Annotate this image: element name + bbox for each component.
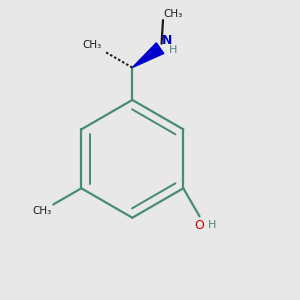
Text: CH₃: CH₃: [33, 206, 52, 216]
Text: N: N: [161, 34, 172, 47]
Text: H: H: [169, 45, 177, 55]
Text: CH₃: CH₃: [82, 40, 101, 50]
Polygon shape: [132, 43, 164, 68]
Text: H: H: [208, 220, 216, 230]
Text: O: O: [195, 219, 205, 232]
Text: CH₃: CH₃: [164, 9, 183, 19]
